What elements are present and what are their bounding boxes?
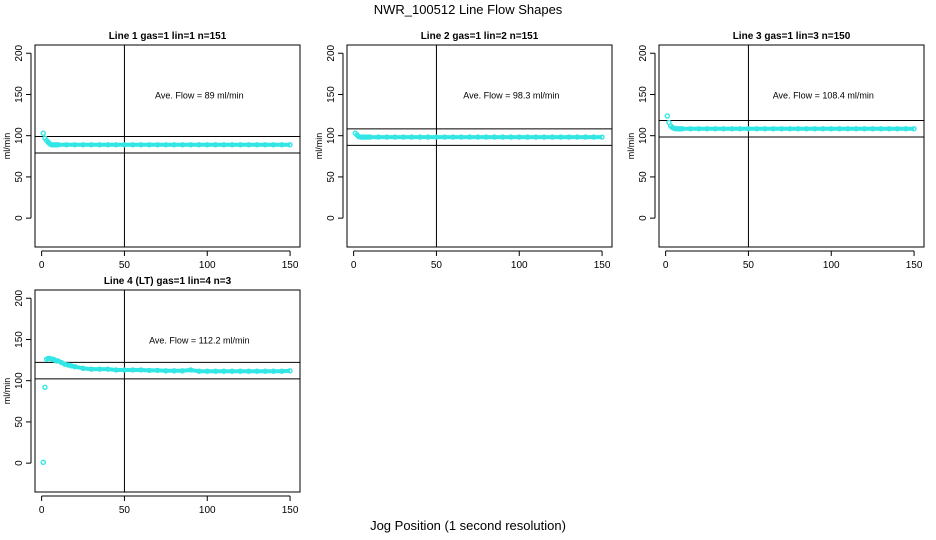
x-tick-label: 100 bbox=[511, 260, 528, 271]
x-tick-label: 50 bbox=[743, 260, 755, 271]
x-tick-label: 100 bbox=[199, 260, 216, 271]
y-tick-label: 100 bbox=[14, 372, 25, 389]
average-flow-annotation: Ave. Flow = 108.4 ml/min bbox=[773, 90, 874, 100]
main-title: NWR_100512 Line Flow Shapes bbox=[373, 2, 563, 17]
y-tick-label: 50 bbox=[14, 416, 25, 428]
y-tick-label: 50 bbox=[326, 171, 337, 183]
data-point-band bbox=[669, 124, 915, 131]
y-tick-label: 100 bbox=[326, 127, 337, 144]
plot-frame bbox=[658, 44, 925, 248]
y-tick-label: 200 bbox=[14, 44, 25, 61]
y-tick-label: 0 bbox=[14, 215, 25, 221]
y-tick-label: 150 bbox=[14, 86, 25, 103]
plot-frame bbox=[34, 44, 301, 248]
data-point-band bbox=[45, 356, 291, 374]
average-flow-annotation: Ave. Flow = 112.2 ml/min bbox=[149, 335, 249, 345]
x-axis-label: Jog Position (1 second resolution) bbox=[370, 518, 566, 533]
y-tick-label: 200 bbox=[14, 289, 25, 306]
panel-1: Line 1 gas=1 lin=1 n=151 0 50 100 150 0 50 100 1… bbox=[2, 31, 301, 271]
y-axis-label: ml/min bbox=[314, 133, 324, 160]
data-point bbox=[664, 113, 670, 119]
y-tick-label: 100 bbox=[638, 127, 649, 144]
y-tick-label: 200 bbox=[326, 44, 337, 61]
y-tick-label: 200 bbox=[638, 44, 649, 61]
y-tick-label: 150 bbox=[638, 86, 649, 103]
x-tick-label: 0 bbox=[663, 260, 669, 271]
y-tick-label: 100 bbox=[14, 127, 25, 144]
y-tick-label: 0 bbox=[326, 215, 337, 221]
data-point-band bbox=[358, 134, 603, 140]
panel-4: Line 4 (LT) gas=1 lin=4 n=3 0 50 100 150 0 50 1… bbox=[2, 276, 301, 516]
x-tick-label: 150 bbox=[282, 260, 299, 271]
x-tick-label: 0 bbox=[351, 260, 357, 271]
y-axis-label: ml/min bbox=[2, 133, 12, 160]
panel-title: Line 1 gas=1 lin=1 n=151 bbox=[109, 31, 227, 42]
average-flow-annotation: Ave. Flow = 89 ml/min bbox=[155, 90, 244, 100]
data-point-band bbox=[45, 139, 291, 147]
y-axis-label: ml/min bbox=[2, 378, 12, 405]
x-tick-label: 150 bbox=[594, 260, 611, 271]
panel-3: Line 3 gas=1 lin=3 n=150 0 50 100 150 0 50 100 1… bbox=[626, 31, 925, 271]
panel-title: Line 2 gas=1 lin=2 n=151 bbox=[421, 31, 539, 42]
x-tick-label: 150 bbox=[906, 260, 923, 271]
x-tick-label: 150 bbox=[282, 505, 299, 516]
y-tick-label: 150 bbox=[14, 331, 25, 348]
x-tick-label: 50 bbox=[431, 260, 443, 271]
panel-title: Line 3 gas=1 lin=3 n=150 bbox=[733, 31, 851, 42]
panel-2: Line 2 gas=1 lin=2 n=151 0 50 100 150 0 50 100 1… bbox=[314, 31, 613, 271]
average-flow-annotation: Ave. Flow = 98.3 ml/min bbox=[463, 90, 559, 100]
x-tick-label: 0 bbox=[39, 505, 45, 516]
x-tick-label: 50 bbox=[119, 260, 131, 271]
data-point bbox=[42, 384, 48, 390]
x-tick-label: 0 bbox=[39, 260, 45, 271]
data-point bbox=[40, 130, 46, 136]
x-tick-label: 100 bbox=[199, 505, 216, 516]
y-axis-label: ml/min bbox=[626, 133, 636, 160]
data-point bbox=[40, 459, 46, 466]
panel-title: Line 4 (LT) gas=1 lin=4 n=3 bbox=[104, 276, 232, 287]
y-tick-label: 0 bbox=[14, 460, 25, 466]
y-tick-label: 0 bbox=[638, 215, 649, 221]
y-tick-label: 50 bbox=[14, 171, 25, 183]
plot-frame bbox=[34, 289, 301, 493]
x-tick-label: 100 bbox=[823, 260, 840, 271]
plot-frame bbox=[346, 44, 613, 248]
x-tick-label: 50 bbox=[119, 505, 131, 516]
y-tick-label: 150 bbox=[326, 86, 337, 103]
y-tick-label: 50 bbox=[638, 171, 649, 183]
